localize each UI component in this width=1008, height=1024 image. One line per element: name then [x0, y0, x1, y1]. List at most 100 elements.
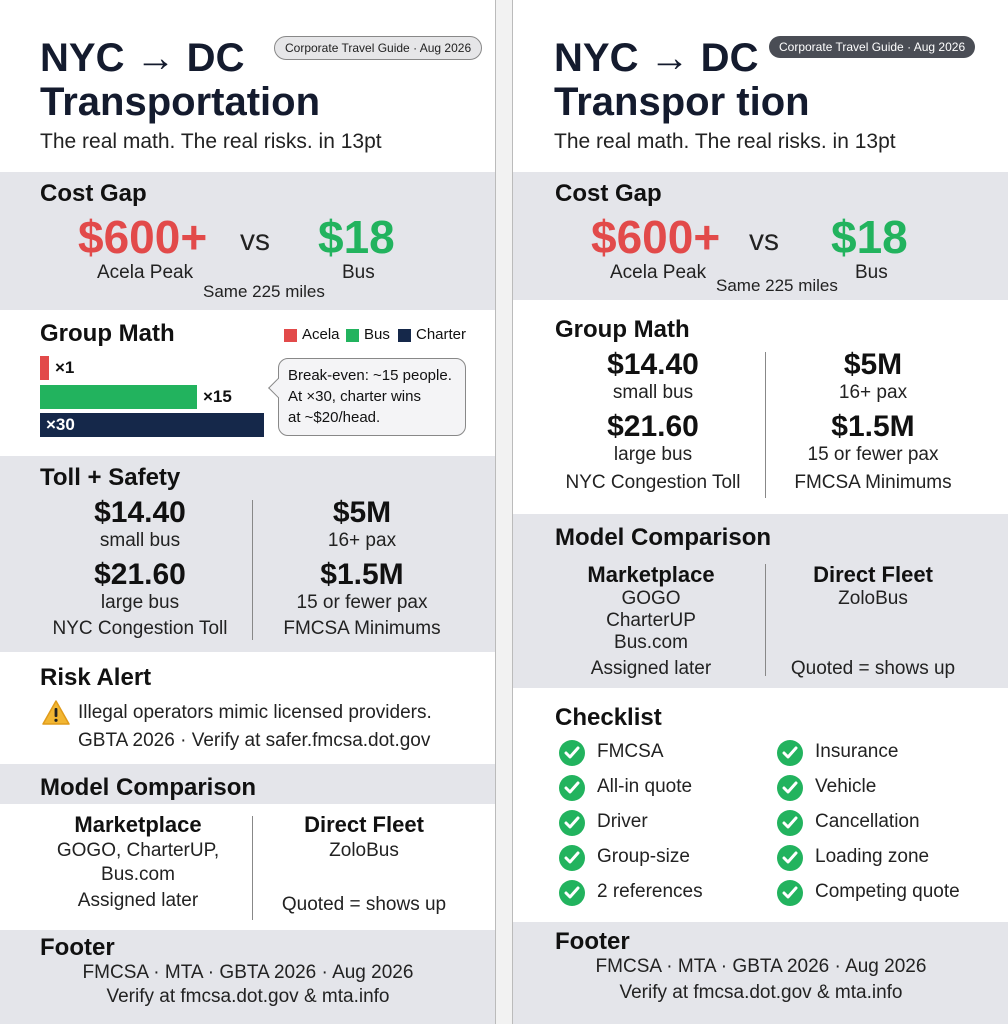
warning-icon [42, 700, 70, 731]
cost-gap-heading: Cost Gap [555, 180, 662, 207]
insurance-16plus-label: 16+ pax [327, 530, 397, 551]
check-icon [777, 775, 803, 801]
header: NYC → DC Transpor tion The real math. Th… [513, 0, 1008, 170]
checklist-item: Group-size [597, 846, 690, 867]
direct-fleet-title: Direct Fleet [813, 562, 933, 587]
title-line2: Transpor tion [554, 80, 810, 124]
checklist-item: Competing quote [815, 881, 960, 902]
small-bus-label: small bus [612, 382, 694, 403]
group-math-section: Group Math Acela Bus Charter ×1 ×15 ×30 … [0, 312, 495, 454]
bus-label: Bus [342, 262, 375, 283]
checklist-item: Vehicle [815, 776, 877, 797]
callout-line1: Break-even: ~15 people. [288, 367, 452, 384]
vs-label: vs [240, 224, 270, 257]
insurance-15less-label: 15 or fewer pax [296, 592, 428, 613]
legend-swatch-bus [346, 329, 359, 342]
risk-line2: GBTA 2026 · Verify at safer.fmcsa.dot.go… [78, 730, 431, 751]
model-comparison-heading: Model Comparison [40, 774, 257, 801]
legend-charter: Charter [416, 326, 467, 343]
toll-divider [252, 500, 253, 640]
header: NYC → DC Transportation The real math. T… [0, 0, 495, 170]
callout-pointer [268, 378, 288, 398]
subtitle: The real math. The real risks. in 13pt [554, 130, 896, 153]
cost-gap-heading: Cost Gap [40, 180, 147, 207]
distance-note: Same 225 miles [203, 282, 325, 301]
risk-alert-section: Risk Alert Illegal operators mimic licen… [0, 654, 495, 762]
check-icon [559, 810, 585, 836]
footer-section: Footer FMCSA · MTA · GBTA 2026 · Aug 202… [513, 922, 1008, 1024]
toll-safety-section: Toll + Safety $14.40 small bus $21.60 la… [0, 456, 495, 652]
model-divider [765, 564, 766, 676]
marketplace-column: Marketplace GOGO CharterUP Bus.com Assig… [551, 562, 751, 680]
acela-bar [40, 356, 49, 380]
model-divider [252, 816, 253, 920]
footer-heading: Footer [40, 934, 115, 961]
check-icon [559, 880, 585, 906]
direct-fleet-note: Quoted = shows up [281, 894, 447, 915]
marketplace-title: Marketplace [74, 812, 202, 837]
checklist-heading: Checklist [555, 704, 662, 731]
direct-fleet-provider: ZoloBus [838, 588, 908, 609]
bus-bar [40, 385, 197, 409]
footer-section: Footer FMCSA · MTA · GBTA 2026 · Aug 202… [0, 930, 495, 1024]
charter-bar-label: ×30 [46, 415, 75, 434]
callout-line2: At ×30, charter wins [288, 388, 421, 405]
insurance-column: $5M 16+ pax $1.5M 15 or fewer pax FMCSA … [773, 348, 973, 494]
marketplace-note: Assigned later [590, 658, 712, 679]
legend-swatch-acela [284, 329, 297, 342]
acela-label: Acela Peak [610, 262, 707, 283]
checklist-item: FMCSA [597, 741, 664, 762]
group-math-heading: Group Math [40, 320, 175, 347]
checklist-item: Insurance [815, 741, 899, 762]
checklist-item: Driver [597, 811, 648, 832]
right-infographic: NYC → DC Transpor tion The real math. Th… [512, 0, 1008, 1024]
insurance-column: $5M 16+ pax $1.5M 15 or fewer pax FMCSA … [262, 496, 462, 640]
guide-badge: Corporate Travel Guide · Aug 2026 [769, 36, 976, 58]
large-bus-label: large bus [100, 592, 180, 613]
acela-price: $600+ [591, 211, 721, 263]
checklist-item: All-in quote [597, 776, 693, 797]
small-bus-toll: $14.40 [94, 496, 186, 529]
group-math-section: Group Math $14.40 small bus $21.60 large… [513, 308, 1008, 512]
vs-label: vs [749, 224, 779, 257]
toll-safety-heading: Toll + Safety [40, 464, 181, 491]
check-icon [777, 880, 803, 906]
legend-bus: Bus [364, 326, 390, 343]
break-even-callout: Break-even: ~15 people. At ×30, charter … [268, 358, 466, 436]
title-line1: NYC → DC [554, 36, 759, 80]
left-infographic: NYC → DC Transportation The real math. T… [0, 0, 496, 1024]
check-icon [777, 810, 803, 836]
direct-fleet-column: Direct Fleet ZoloBus Quoted = shows up [264, 812, 464, 916]
bus-price: $18 [318, 211, 395, 263]
marketplace-provider-1: GOGO [621, 588, 681, 609]
checklist-section: Checklist FMCSA All-in quote Driver Group-s… [513, 690, 1008, 920]
model-heading-bg [0, 764, 495, 804]
insurance-16plus-value: $5M [332, 496, 392, 529]
legend-swatch-charter [398, 329, 411, 342]
large-bus-toll: $21.60 [607, 410, 699, 443]
distance-note: Same 225 miles [716, 276, 838, 295]
model-comparison-section: Model Comparison Marketplace GOGO Charte… [513, 514, 1008, 688]
marketplace-provider-2: CharterUP [606, 610, 696, 631]
toll-column: $14.40 small bus $21.60 large bus NYC Co… [40, 496, 240, 640]
insurance-caption: FMCSA Minimums [283, 618, 441, 639]
toll-caption: NYC Congestion Toll [565, 472, 741, 493]
checklist-item: Cancellation [815, 811, 920, 832]
checklist-item: Loading zone [815, 846, 930, 867]
direct-fleet-note: Quoted = shows up [790, 658, 956, 679]
insurance-16plus-value: $5M [843, 348, 903, 381]
toll-divider [765, 352, 766, 498]
check-icon [559, 740, 585, 766]
acela-price: $600+ [78, 211, 208, 263]
risk-alert-heading: Risk Alert [40, 664, 152, 691]
marketplace-title: Marketplace [587, 562, 715, 587]
insurance-15less-label: 15 or fewer pax [807, 444, 939, 465]
insurance-16plus-label: 16+ pax [838, 382, 908, 403]
cost-gap-section: Cost Gap $600+ vs $18 Acela Peak Bus Sam… [0, 172, 495, 310]
risk-line1: Illegal operators mimic licensed provide… [78, 702, 432, 723]
direct-fleet-column: Direct Fleet ZoloBus Quoted = shows up [773, 562, 973, 680]
marketplace-providers-line2: Bus.com [101, 864, 175, 885]
charter-bar [40, 413, 264, 437]
check-icon [777, 740, 803, 766]
model-comparison-section: Marketplace GOGO, CharterUP, Bus.com Ass… [0, 804, 495, 928]
